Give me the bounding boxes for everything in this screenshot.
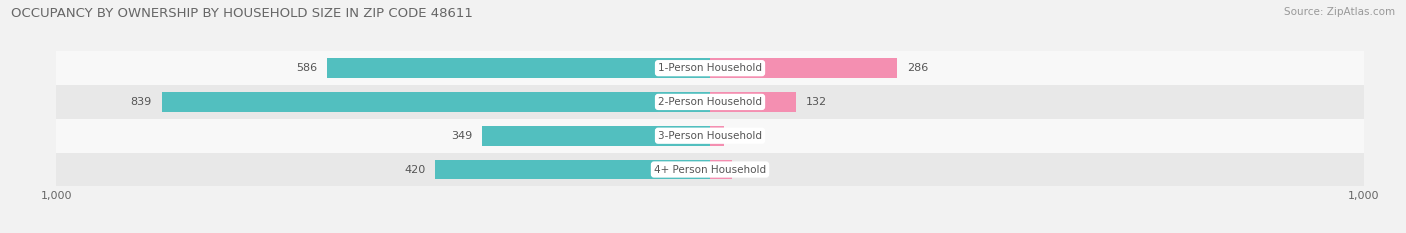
FancyBboxPatch shape (56, 85, 1364, 119)
Bar (710, 58, 897, 78)
Text: 286: 286 (907, 63, 928, 73)
Bar (710, 160, 733, 179)
Text: 21: 21 (734, 131, 748, 141)
Bar (436, 160, 710, 179)
Text: 1-Person Household: 1-Person Household (658, 63, 762, 73)
Text: 34: 34 (742, 164, 756, 175)
FancyBboxPatch shape (56, 51, 1364, 85)
FancyBboxPatch shape (56, 119, 1364, 153)
Text: 132: 132 (806, 97, 827, 107)
Text: 420: 420 (405, 164, 426, 175)
Text: 839: 839 (131, 97, 152, 107)
Text: Source: ZipAtlas.com: Source: ZipAtlas.com (1284, 7, 1395, 17)
Bar (710, 126, 724, 146)
Text: 586: 586 (297, 63, 318, 73)
Bar (482, 126, 710, 146)
Text: 349: 349 (451, 131, 472, 141)
Bar (710, 92, 796, 112)
Bar (328, 58, 710, 78)
Text: 4+ Person Household: 4+ Person Household (654, 164, 766, 175)
FancyBboxPatch shape (56, 153, 1364, 186)
Bar (162, 92, 710, 112)
Text: 2-Person Household: 2-Person Household (658, 97, 762, 107)
Text: 3-Person Household: 3-Person Household (658, 131, 762, 141)
Text: OCCUPANCY BY OWNERSHIP BY HOUSEHOLD SIZE IN ZIP CODE 48611: OCCUPANCY BY OWNERSHIP BY HOUSEHOLD SIZE… (11, 7, 474, 20)
